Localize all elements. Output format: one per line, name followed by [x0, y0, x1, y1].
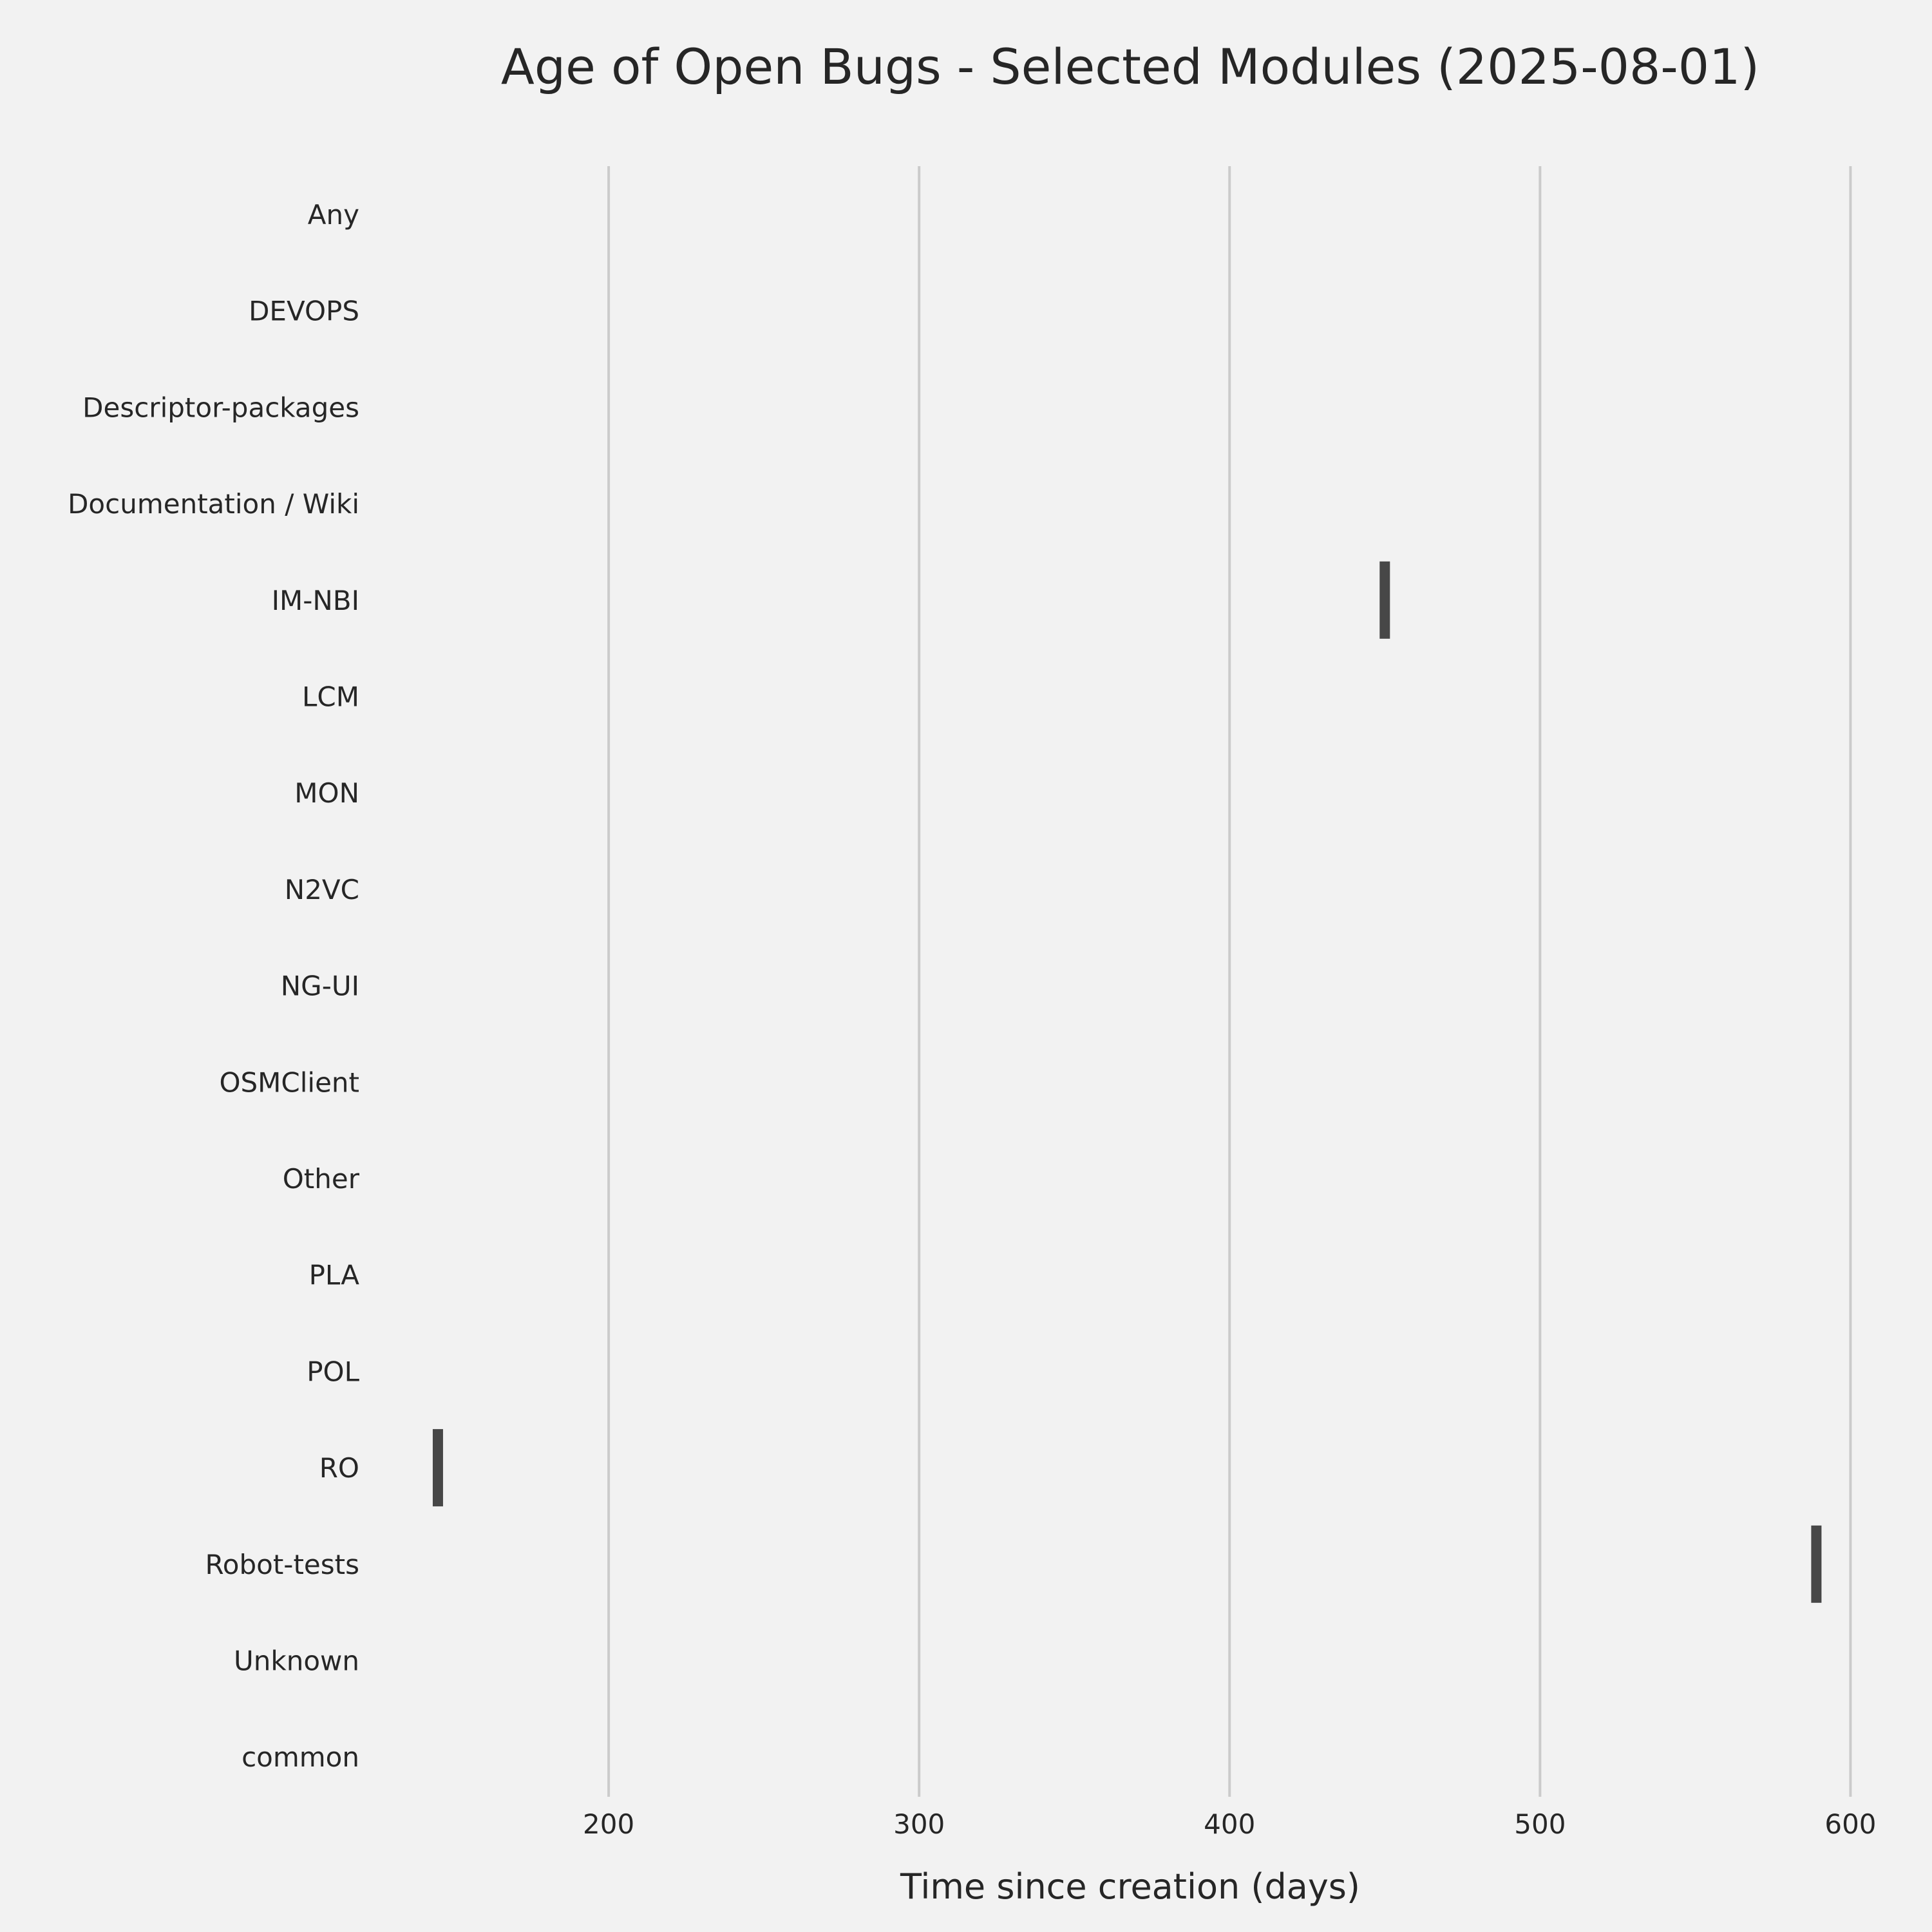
y-tick-label-ro: RO	[319, 1452, 359, 1484]
y-tick-label-pla: PLA	[309, 1260, 360, 1291]
y-tick-label-ng-ui: NG-UI	[281, 971, 359, 1002]
y-tick-label-other: Other	[283, 1163, 360, 1195]
y-tick-label-n2vc: N2VC	[285, 874, 359, 905]
x-tick-label-200: 200	[583, 1808, 634, 1840]
bug-mark-im-nbi	[1379, 561, 1390, 639]
y-tick-label-common: common	[242, 1741, 359, 1773]
bug-mark-robot-tests	[1811, 1525, 1822, 1603]
y-tick-label-unknown: Unknown	[234, 1645, 359, 1677]
y-tick-label-pol: POL	[307, 1356, 359, 1387]
y-tick-label-osmclient: OSMClient	[219, 1066, 359, 1098]
bug-marks	[432, 561, 1822, 1603]
x-axis-label: Time since creation (days)	[900, 1866, 1360, 1907]
y-tick-label-any: Any	[308, 199, 359, 231]
x-tick-labels: 200 300 400 500 600	[583, 1808, 1877, 1840]
y-tick-label-lcm: LCM	[302, 681, 359, 713]
y-tick-label-documentation-wiki: Documentation / Wiki	[68, 488, 359, 520]
grid-layer	[607, 166, 1852, 1797]
y-tick-label-descriptor-packages: Descriptor-packages	[82, 392, 359, 423]
x-tick-label-400: 400	[1204, 1808, 1255, 1840]
x-tick-label-600: 600	[1824, 1808, 1876, 1840]
y-tick-label-mon: MON	[294, 777, 359, 809]
y-tick-labels: Any DEVOPS Descriptor-packages Documentatio…	[68, 199, 360, 1773]
x-tick-label-500: 500	[1514, 1808, 1566, 1840]
y-tick-label-robot-tests: Robot-tests	[205, 1549, 359, 1580]
y-tick-label-devops: DEVOPS	[249, 296, 359, 327]
y-tick-label-im-nbi: IM-NBI	[272, 585, 359, 616]
bug-mark-ro	[432, 1429, 443, 1507]
x-tick-label-300: 300	[893, 1808, 945, 1840]
chart-title: Age of Open Bugs - Selected Modules (202…	[501, 38, 1759, 95]
